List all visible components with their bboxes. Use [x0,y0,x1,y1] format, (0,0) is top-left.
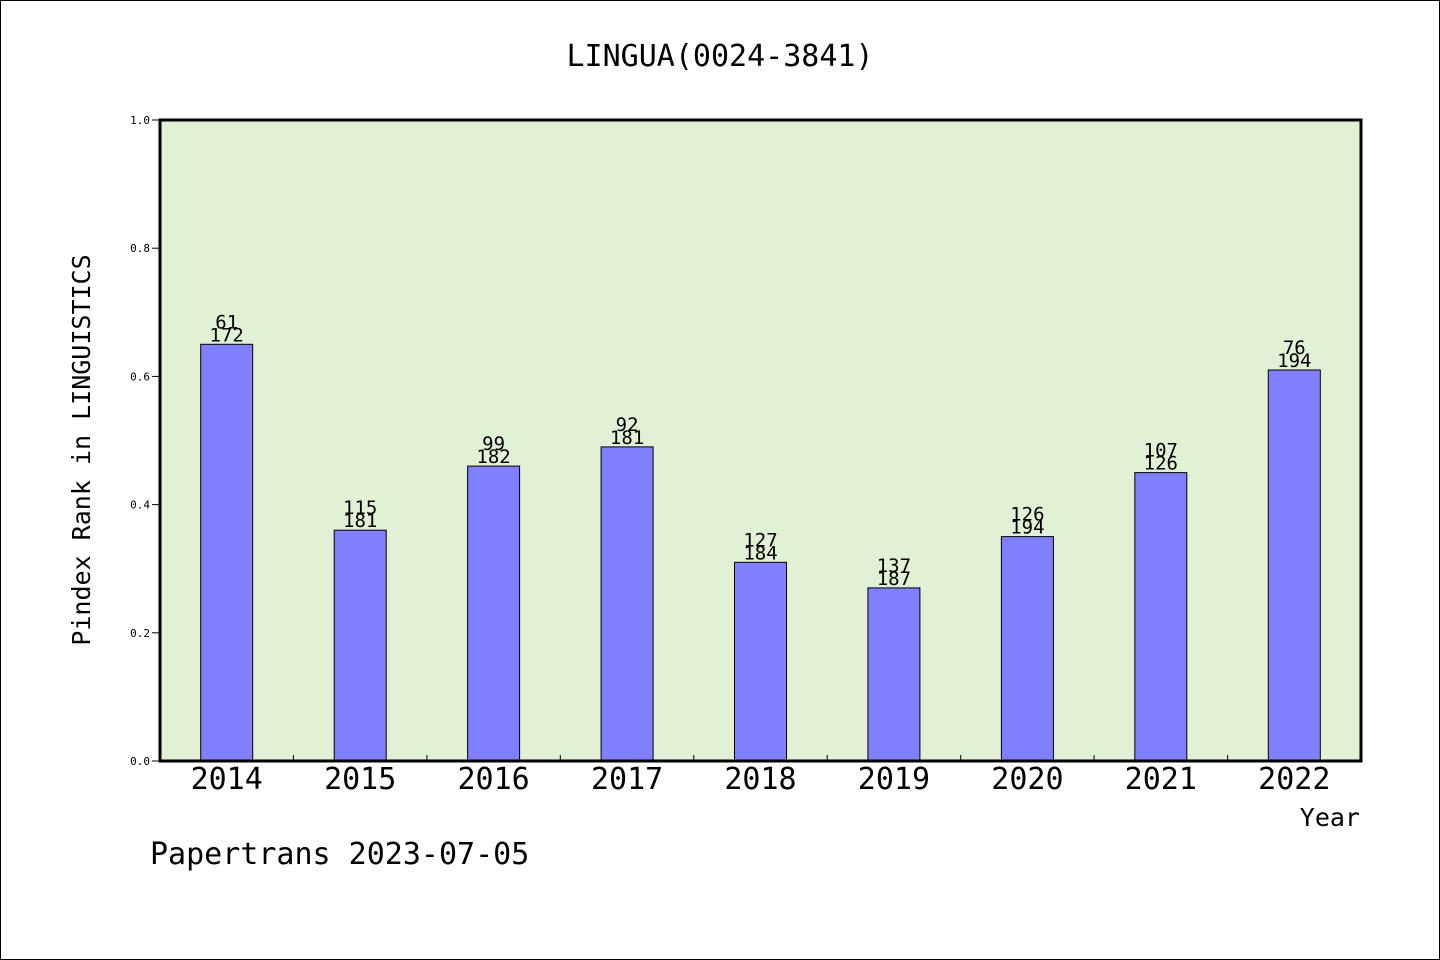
bar-2015 [333,529,387,762]
bar-series [200,343,1321,762]
x-tick-label: 2016 [457,762,529,797]
x-tick-label: 2018 [724,762,796,797]
y-tick-label: 0.6 [130,370,150,383]
y-axis-ticks: 0.0 0.2 0.4 0.6 0.8 1.0 [130,114,160,768]
chart-title: LINGUA(0024-3841) [566,39,873,74]
footer-credit: Papertrans 2023-07-05 [150,837,529,872]
bar-rank-label: 115 [343,497,377,519]
x-tick-label: 2014 [191,762,263,797]
bar-rank-label: 137 [877,555,911,577]
bar-rank-label: 126 [1010,504,1044,526]
bar-total-label: 181 [343,510,377,532]
bar-total-label: 181 [610,427,644,449]
y-tick-label: 0.4 [130,499,150,512]
bar-2019 [867,587,921,762]
y-axis-label: Pindex Rank in LINGUISTICS [67,254,96,645]
bar-total-label: 172 [210,324,244,346]
bar-2018 [734,561,787,762]
x-tick-label: 2020 [991,762,1063,797]
bar-rank-label: 76 [1283,337,1306,359]
bar-2014 [200,343,254,762]
x-axis-label: Year [1300,803,1360,832]
bar-data-labels: 6117211518199182921811271841371871261941… [210,311,1312,590]
bar-2017 [600,446,654,762]
bar-2022 [1267,369,1321,762]
y-tick-label: 0.2 [130,627,150,640]
bar-2016 [467,465,521,762]
bar-total-label: 126 [1144,453,1178,475]
bar-total-label: 194 [1010,517,1044,539]
bar-total-label: 187 [877,568,911,590]
y-tick-label: 0.0 [130,755,150,768]
bar-total-label: 194 [1277,350,1311,372]
bar-total-label: 182 [476,446,510,468]
bar-2020 [1000,536,1054,762]
y-tick-label: 0.8 [130,242,150,255]
x-tick-label: 2021 [1125,762,1197,797]
x-tick-label: 2019 [858,762,930,797]
bar-rank-label: 107 [1144,440,1178,462]
x-tick-label: 2022 [1258,762,1330,797]
bar-rank-label: 61 [215,311,238,333]
y-tick-label: 1.0 [130,114,150,127]
bar-rank-label: 92 [616,414,639,436]
x-axis-ticks: 2014 2015 2016 2017 2018 2019 2020 2021 2022 [191,755,1330,797]
x-tick-label: 2015 [324,762,396,797]
bar-2021 [1134,472,1188,762]
x-tick-label: 2017 [591,762,663,797]
bar-rank-label: 127 [743,529,777,551]
bar-total-label: 184 [743,542,777,564]
plot-border [158,118,1363,763]
bar-rank-label: 99 [482,433,505,455]
